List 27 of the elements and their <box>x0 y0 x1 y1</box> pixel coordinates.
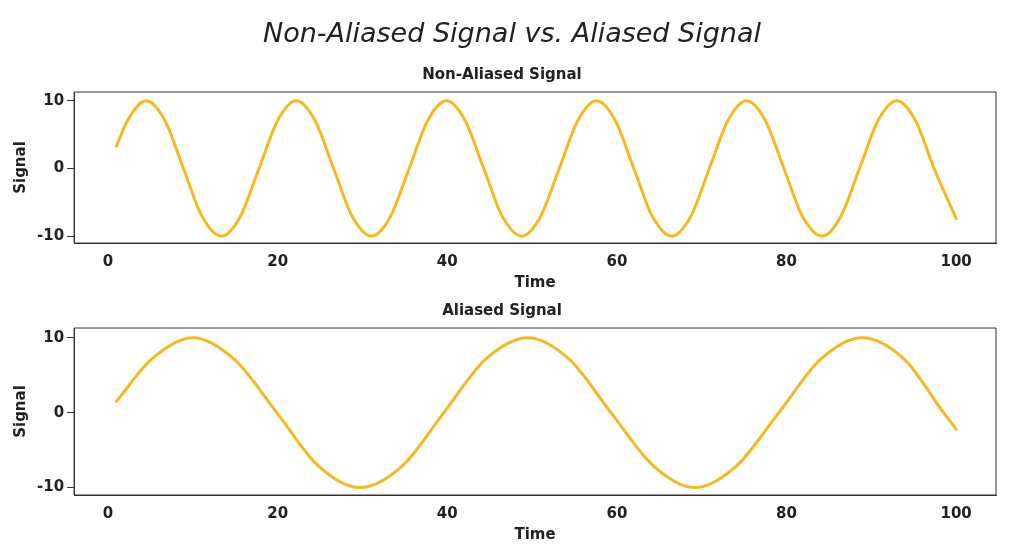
x-axis-title: Time <box>514 524 556 543</box>
line-series <box>115 99 958 238</box>
x-axis-title: Time <box>514 272 556 291</box>
x-tick-label: 20 <box>267 251 289 270</box>
y-axis-title: Signal <box>10 385 29 438</box>
chart-title: Aliased Signal <box>442 300 562 319</box>
y-tick-label: -10 <box>36 226 65 245</box>
x-tick-label: 20 <box>267 503 289 522</box>
x-tick-label: 80 <box>776 251 797 270</box>
y-tick-label: 10 <box>43 90 65 109</box>
y-axis-title: Signal <box>10 141 29 194</box>
x-tick-label: 40 <box>436 251 458 270</box>
y-tick-label: 0 <box>53 158 65 177</box>
y-tick-label: -10 <box>36 477 65 496</box>
x-tick-label: 100 <box>940 503 972 522</box>
x-tick-label: 40 <box>436 503 458 522</box>
x-tick-label: 100 <box>940 251 972 270</box>
line-series <box>115 336 958 490</box>
x-tick-label: 0 <box>102 503 114 522</box>
chart-subtitle: Non-Aliased Signal <box>422 64 582 83</box>
x-tick-label: 80 <box>776 503 797 522</box>
y-tick-label: 0 <box>53 402 65 421</box>
chart-title: Non-Aliased Signal vs. Aliased Signal <box>261 16 763 50</box>
x-tick-label: 0 <box>102 251 114 270</box>
y-tick-label: 10 <box>43 327 65 346</box>
x-tick-label: 60 <box>606 251 628 270</box>
x-tick-label: 60 <box>606 503 628 522</box>
